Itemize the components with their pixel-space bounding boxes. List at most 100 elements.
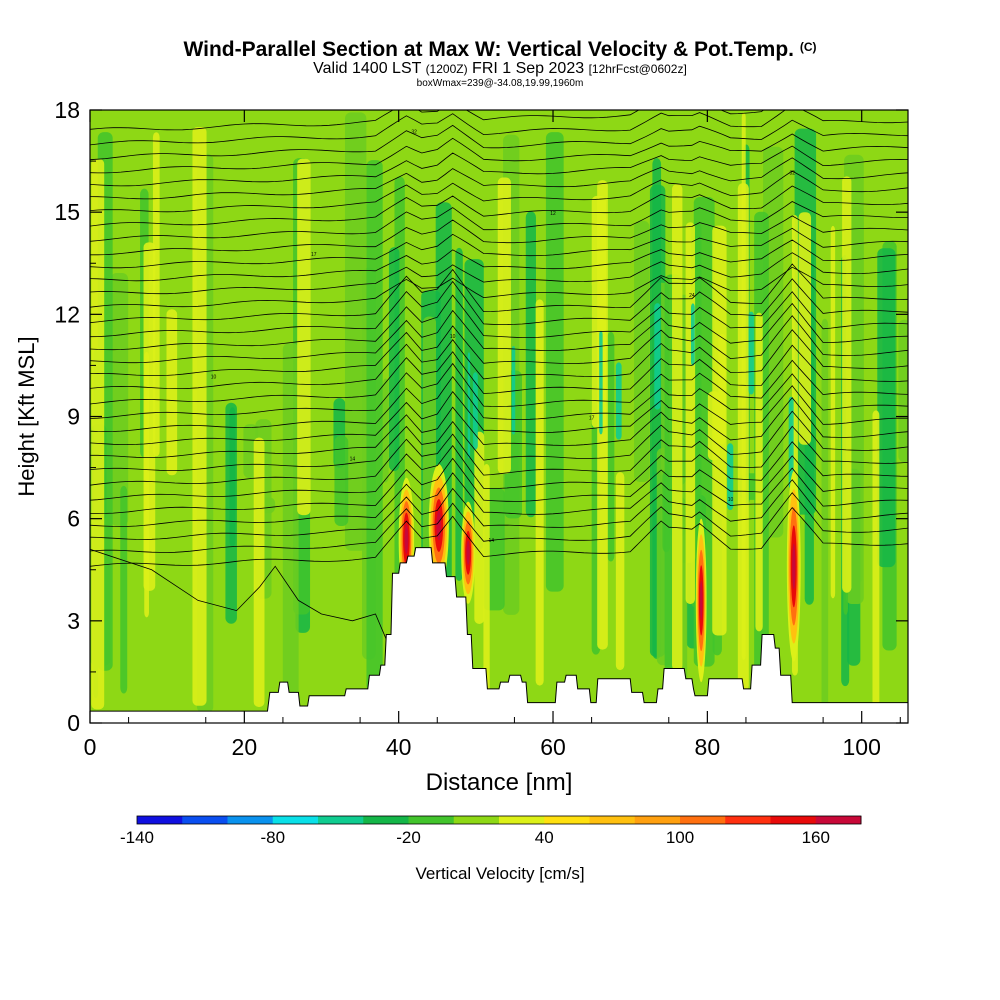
velocity-band-positive <box>712 225 727 636</box>
colorbar-swatch <box>634 816 681 824</box>
isentrope-line <box>90 410 908 471</box>
isentrope-line <box>90 110 874 131</box>
y-tick-label: 6 <box>67 506 80 532</box>
box-info: boxWmax=239@-34.08,19.99,1960m <box>416 78 584 89</box>
isentrope-line <box>90 170 908 213</box>
isentrope-line <box>90 455 908 514</box>
velocity-band <box>634 220 650 483</box>
colorbar-swatch <box>680 816 726 824</box>
isentrope-line <box>90 263 908 324</box>
colorbar-tick-label: 100 <box>666 828 694 847</box>
velocity-band <box>821 318 829 723</box>
y-tick-label: 9 <box>67 404 80 430</box>
isentrope-label: 32 <box>789 170 795 176</box>
colorbar-swatch <box>499 816 545 824</box>
velocity-band-positive <box>497 177 511 474</box>
updraft-core <box>466 540 470 565</box>
isentrope-line <box>90 506 908 567</box>
velocity-band-positive <box>842 176 852 593</box>
copyright-mark: (C) <box>799 40 817 54</box>
velocity-band-positive <box>798 212 812 445</box>
velocity-band-positive <box>144 351 149 618</box>
velocity-band <box>229 407 236 547</box>
isentrope-label: 14 <box>489 538 495 544</box>
isentrope-line <box>90 425 908 486</box>
colorbar-swatch <box>725 816 771 824</box>
isentrope-line <box>90 302 908 364</box>
velocity-band-negative <box>599 330 603 435</box>
y-tick-label: 12 <box>54 301 80 327</box>
isentrope-line <box>90 252 908 295</box>
velocity-band-positive <box>672 183 683 671</box>
colorbar-swatch <box>544 816 590 824</box>
isentrope-line <box>90 227 908 269</box>
colorbar-swatch <box>318 816 364 824</box>
isentrope-line <box>90 133 908 174</box>
colorbar-swatch <box>227 816 274 824</box>
velocity-band-negative <box>511 346 516 435</box>
velocity-band <box>877 248 896 568</box>
isentrope-line <box>90 201 908 242</box>
colorbar-swatch <box>770 816 817 824</box>
isentrope-line <box>90 119 908 161</box>
velocity-band <box>525 211 536 518</box>
colorbar-swatch <box>589 816 636 824</box>
velocity-band-negative <box>690 303 695 366</box>
velocity-band <box>120 485 128 694</box>
velocity-band <box>607 331 615 562</box>
isentrope-line <box>90 239 908 282</box>
isentropes: 14 10 14 17 10 10 24 17 12 32 32 <box>90 110 908 723</box>
isentrope-label: 10 <box>450 334 456 340</box>
isentrope-label: 17 <box>311 252 317 258</box>
isentrope-line <box>90 467 908 527</box>
velocity-band-negative <box>727 443 734 511</box>
velocity-band-positive <box>474 431 485 624</box>
isentrope-line <box>90 441 908 501</box>
isentrope-line <box>90 479 908 540</box>
isentrope-label: 12 <box>550 211 556 217</box>
x-tick-label: 0 <box>84 734 97 760</box>
colorbar-swatch <box>182 816 228 824</box>
colorbar-tick-label: 160 <box>802 828 830 847</box>
velocity-band <box>344 112 367 551</box>
isentrope-line <box>90 329 908 389</box>
updraft-core <box>404 524 409 554</box>
velocity-band <box>110 273 129 526</box>
isentrope-label: 10 <box>211 375 217 381</box>
velocity-band-positive <box>91 158 105 710</box>
colorbar-swatch <box>408 816 455 824</box>
boundary-contour <box>90 548 388 642</box>
colorbar-tick-label: 40 <box>535 828 554 847</box>
isentrope-label: 17 <box>589 416 595 422</box>
x-tick-label: 60 <box>540 734 566 760</box>
isentrope-line <box>90 492 908 553</box>
colorbar-swatch <box>137 816 183 824</box>
velocity-band-negative <box>467 352 471 459</box>
colorbar-frame <box>136 815 862 825</box>
colorbar-swatch <box>363 816 409 824</box>
y-tick-label: 3 <box>67 608 80 634</box>
y-tick-label: 15 <box>54 199 80 225</box>
velocity-band <box>282 343 299 703</box>
x-axis-title: Distance [nm] <box>426 769 573 796</box>
isentrope-line <box>90 397 908 459</box>
isentrope-label: 10 <box>728 497 734 503</box>
isentrope-line <box>90 215 908 256</box>
velocity-band-positive <box>591 195 607 429</box>
velocity-field <box>90 110 908 723</box>
isentrope-line <box>90 359 908 419</box>
velocity-band-positive <box>830 225 836 599</box>
colorbar-swatch <box>272 816 319 824</box>
isentrope-line <box>90 157 908 200</box>
isentrope-line <box>90 110 908 146</box>
x-tick-label: 80 <box>695 734 721 760</box>
x-tick-label: 100 <box>843 734 881 760</box>
velocity-band <box>898 319 908 463</box>
colorbar-tick-label: -140 <box>120 828 154 847</box>
colorbar-swatch <box>453 816 500 824</box>
chart-subtitle: Valid 1400 LST (1200Z) FRI 1 Sep 2023 [1… <box>313 60 687 77</box>
velocity-band-positive <box>872 410 880 714</box>
isentrope-line <box>90 185 908 227</box>
x-tick-label: 40 <box>386 734 412 760</box>
y-axis-title: Height [Kft MSL] <box>14 336 39 496</box>
